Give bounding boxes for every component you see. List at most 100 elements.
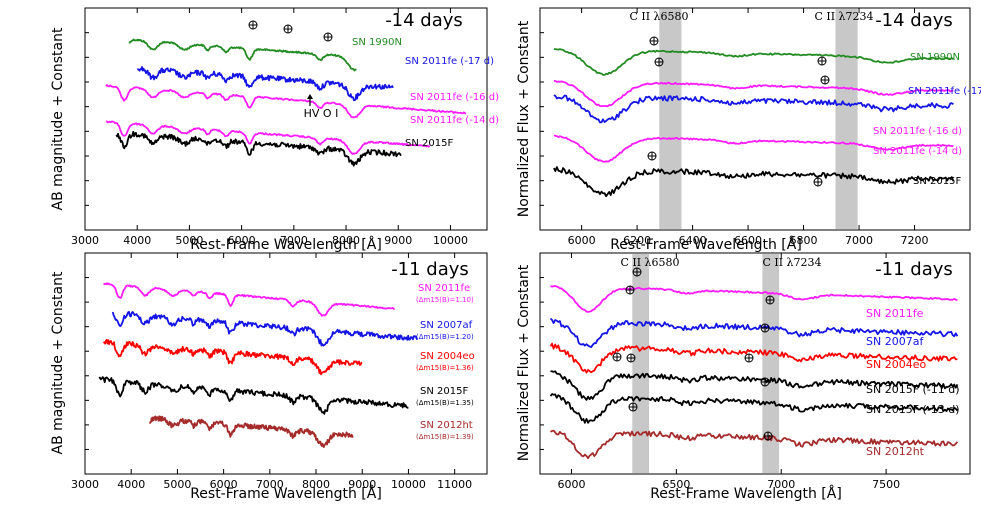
earth-symbol-icon: [760, 377, 770, 387]
spectrum-sn-2011fe: [103, 282, 395, 317]
bl-sub-sn2012ht: (Δm15(B)=1.39): [416, 433, 474, 441]
spectrum-sn-2007af: [111, 310, 419, 347]
bl-sub-sn2011fe: (Δm15(B)=1.10): [416, 296, 474, 304]
br-label-sn2012ht: SN 2012ht: [866, 445, 925, 458]
panel-tl-ylabel: AB magnitude + Constant: [50, 27, 66, 210]
x-tick-label: 6000: [568, 234, 596, 247]
earth-symbol-icon: [647, 151, 657, 161]
panel-bottom-left: 3000 4000 5000 6000 7000 8000 9000 10000 11000 -…: [50, 252, 488, 502]
spectrum-sn-2012ht: [148, 415, 354, 448]
panel-tr-bands: [659, 9, 858, 229]
panel-top-left: 3000 4000 5000 6000 7000 8000 9000 10000 -14 da…: [50, 7, 499, 253]
x-tick-label: 10000: [433, 234, 468, 247]
hv-oi-annotation: HV O I: [304, 107, 339, 120]
earth-symbol-icon: [632, 267, 642, 277]
tl-label-sn2011fe-17: SN 2011fe (-17 d): [405, 56, 494, 67]
x-tick-label: 7000: [767, 478, 795, 491]
tl-label-sn1990n: SN 1990N: [352, 37, 402, 48]
spectrum-sn-2012ht: [550, 429, 959, 460]
panel-tr-spectra: [553, 48, 955, 198]
bl-sub-sn2007af: (Δm15(B)=1.20): [416, 333, 474, 341]
earth-symbol-icon: [628, 402, 638, 412]
x-tick-label: 7000: [256, 478, 284, 491]
br-label-sn2004eo: SN 2004eo: [866, 358, 926, 371]
spectrum-sn-2004eo: [102, 339, 363, 376]
bl-label-sn2004eo: SN 2004eo: [420, 351, 475, 362]
bl-label-sn2012ht: SN 2012ht: [420, 420, 473, 431]
tr-label-sn2015f: SN 2015F: [913, 176, 961, 187]
panel-bl-ylabel: AB magnitude + Constant: [50, 271, 66, 454]
x-tick-label: 6200: [623, 234, 651, 247]
panel-bl-xlabel: Rest-Frame Wavelength [Å]: [190, 485, 382, 502]
panel-tr-title: -14 days: [875, 10, 953, 31]
spectrum-sn-2011fe-14-d-: [553, 134, 954, 163]
x-tick-label: 6400: [679, 234, 707, 247]
earth-symbol-icon: [625, 285, 635, 295]
panel-tl-frame: [84, 7, 488, 231]
panel-bl-title: -11 days: [391, 259, 469, 280]
panel-br-xlabel: Rest-Frame Wavelength [Å]: [650, 485, 842, 502]
tr-label-sn2011fe-17: SN 2011fe (-17 d): [908, 86, 981, 97]
panel-top-right: 6000 6200 6400 6600 6800 7000 7200 -14 days Re…: [516, 7, 981, 253]
panel-bl-ticks: 3000 4000 5000 6000 7000 8000 9000 10000 11000: [71, 253, 472, 491]
earth-symbol-icon: [323, 32, 333, 42]
panel-tl-title: -14 days: [385, 10, 463, 31]
spectrum-sn-2015f: [115, 131, 402, 167]
panel-tr-frame: [539, 7, 971, 231]
x-tick-label: 3000: [71, 478, 99, 491]
panel-bl-frame: [84, 252, 488, 475]
x-tick-label: 7000: [845, 234, 873, 247]
tr-label-sn1990n: SN 1990N: [910, 52, 960, 63]
tr-band-label-7234: C II λ7234: [814, 10, 873, 23]
panel-tl-xlabel: Rest-Frame Wavelength [Å]: [190, 236, 382, 253]
earth-symbol-icon: [817, 56, 827, 66]
spectrum-sn-2011fe-17-d-: [553, 94, 954, 124]
spectrum-sn-2007af: [549, 317, 959, 348]
panel-tl-spectra: [105, 38, 467, 167]
x-tick-label: 8000: [332, 234, 360, 247]
x-tick-label: 7000: [280, 234, 308, 247]
earth-symbol-icon: [763, 431, 773, 441]
earth-symbol-icon: [649, 36, 659, 46]
x-tick-label: 7500: [872, 478, 900, 491]
br-label-sn2015f-13: SN 2015F (-13 d): [866, 403, 960, 416]
c-ii-band: [835, 9, 858, 229]
panel-bottom-right: 6000 6500 7000 7500 -11 days Rest-Frame Wav…: [516, 252, 971, 502]
panel-br-spectra: [549, 285, 959, 460]
tl-label-sn2011fe-16: SN 2011fe (-16 d): [410, 92, 499, 103]
earth-symbol-icon: [612, 352, 622, 362]
panel-tr-ylabel: Normalized Flux + Constant: [516, 20, 532, 217]
earth-symbol-icon: [760, 323, 770, 333]
c-ii-band: [762, 254, 780, 473]
panel-br-frame: [539, 252, 971, 475]
panel-br-title: -11 days: [875, 259, 953, 280]
bl-label-sn2011fe: SN 2011fe: [418, 283, 470, 294]
earth-symbol-icon: [744, 353, 754, 363]
tl-label-sn2011fe-14: SN 2011fe (-14 d): [410, 115, 499, 126]
tr-band-label-6580: C II λ6580: [629, 10, 688, 23]
spectrum-sn-2015f: [553, 166, 955, 198]
spectrum-sn-1990n: [128, 38, 357, 72]
bl-label-sn2015f: SN 2015F: [420, 386, 468, 397]
x-tick-label: 6000: [228, 234, 256, 247]
bl-sub-sn2015f: (Δm15(B)=1.35): [416, 399, 474, 407]
x-tick-label: 3000: [71, 234, 99, 247]
spectrum-sn-2015f-11-d-: [550, 370, 959, 401]
x-tick-label: 4000: [123, 234, 151, 247]
panel-br-ylabel: Normalized Flux + Constant: [516, 264, 532, 461]
x-tick-label: 6500: [662, 478, 690, 491]
tl-earth-markers: [248, 20, 333, 42]
c-ii-band: [632, 254, 650, 473]
earth-symbol-icon: [820, 75, 830, 85]
x-tick-label: 4000: [117, 478, 145, 491]
tr-label-sn2011fe-14: SN 2011fe (-14 d): [873, 146, 962, 157]
x-tick-label: 5000: [163, 478, 191, 491]
hv-oi-arrowhead: [307, 94, 313, 99]
x-tick-label: 9000: [348, 478, 376, 491]
x-tick-label: 9000: [384, 234, 412, 247]
tr-earth-markers: [647, 36, 830, 187]
x-tick-label: 6800: [790, 234, 818, 247]
panel-tr-ticks: 6000 6200 6400 6600 6800 7000 7200: [540, 8, 929, 247]
br-label-sn2015f-11: SN 2015F (-11 d): [866, 383, 960, 396]
